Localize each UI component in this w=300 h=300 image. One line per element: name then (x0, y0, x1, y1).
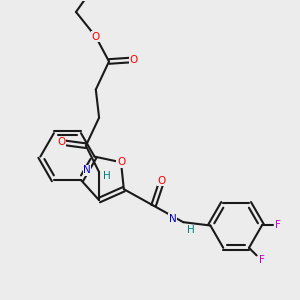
Text: F: F (275, 220, 281, 230)
Text: O: O (57, 137, 65, 147)
Text: O: O (158, 176, 166, 186)
Text: H: H (103, 171, 111, 181)
Text: H: H (187, 225, 194, 236)
Text: N: N (169, 214, 177, 224)
Text: O: O (130, 55, 138, 65)
Text: O: O (117, 157, 125, 167)
Text: F: F (259, 255, 265, 266)
Text: N: N (83, 166, 91, 176)
Text: O: O (92, 32, 100, 42)
